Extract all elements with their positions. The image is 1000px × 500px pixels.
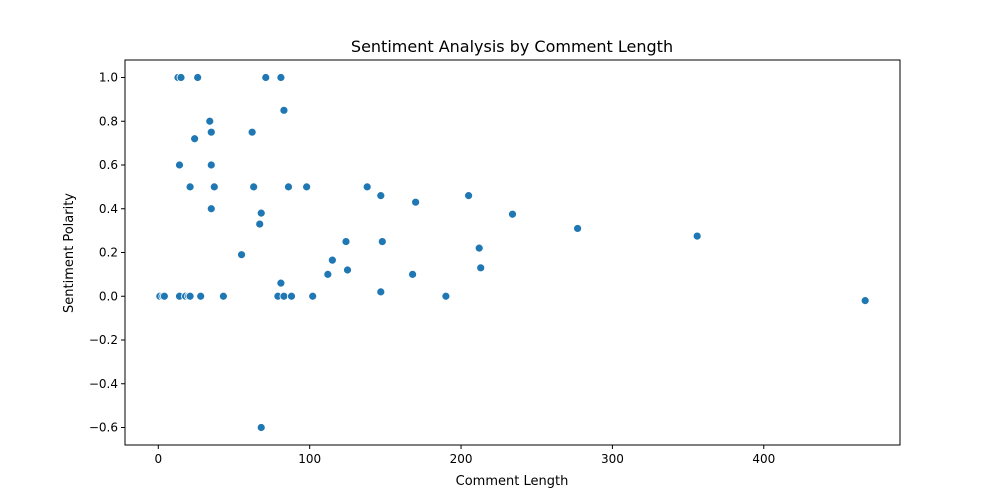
data-point [237,250,246,260]
y-tick-label: 0.2 [99,246,118,260]
data-point [255,219,265,229]
x-axis-label: Comment Length [456,474,569,489]
data-point [193,73,203,82]
chart-title: Sentiment Analysis by Comment Length [351,37,673,56]
y-axis-label: Sentiment Polarity [62,193,77,313]
data-point [860,296,870,306]
data-point [185,291,195,301]
data-point [377,237,387,246]
data-point [376,191,386,201]
x-tick-label: 300 [601,452,624,466]
data-point [205,116,215,126]
y-axis: −0.6 −0.4 −0.2 0.0 0.2 0.4 0.6 0.8 1.0 [89,71,125,435]
data-point [206,127,216,137]
data-point [206,160,216,170]
data-point [464,191,474,201]
data-point [209,182,219,192]
data-point [411,197,421,207]
data-point [247,127,257,137]
data-point [287,291,296,301]
data-point [276,73,286,82]
data-point [508,209,517,219]
x-tick-label: 0 [154,452,162,466]
data-point [362,182,372,192]
data-point [376,287,386,297]
data-point [308,291,318,301]
data-point [302,182,312,192]
data-point [323,269,333,279]
data-point [327,255,337,265]
data-point [692,231,702,241]
data-point [408,269,417,279]
data-point [190,134,200,144]
y-tick-label: 0.8 [99,114,118,128]
data-point [256,423,266,432]
data-point [261,73,271,82]
data-point [176,73,186,82]
data-points [155,73,870,432]
data-point [341,237,351,246]
x-tick-label: 400 [752,452,775,466]
data-point [474,243,484,253]
x-tick-label: 200 [450,452,473,466]
data-point [476,263,486,273]
y-tick-label: 0.6 [99,158,118,172]
y-tick-label: −0.6 [89,421,118,435]
data-point [284,182,293,192]
data-point [343,265,352,275]
y-tick-label: 0.4 [99,202,118,216]
y-tick-label: −0.2 [89,333,118,347]
data-point [279,291,289,301]
data-point [276,278,286,288]
data-point [185,182,195,192]
data-point [573,224,582,233]
data-point [196,291,206,301]
data-point [256,208,266,218]
data-point [159,291,169,301]
x-axis: 0 100 200 300 400 [154,445,775,466]
data-point [218,291,228,301]
data-point [279,105,289,115]
x-tick-label: 100 [298,452,321,466]
data-point [206,204,216,214]
data-point [175,160,184,170]
data-point [249,182,259,192]
y-tick-label: 1.0 [99,71,118,85]
y-tick-label: −0.4 [89,377,118,391]
data-point [441,291,451,301]
y-tick-label: 0.0 [99,289,118,303]
